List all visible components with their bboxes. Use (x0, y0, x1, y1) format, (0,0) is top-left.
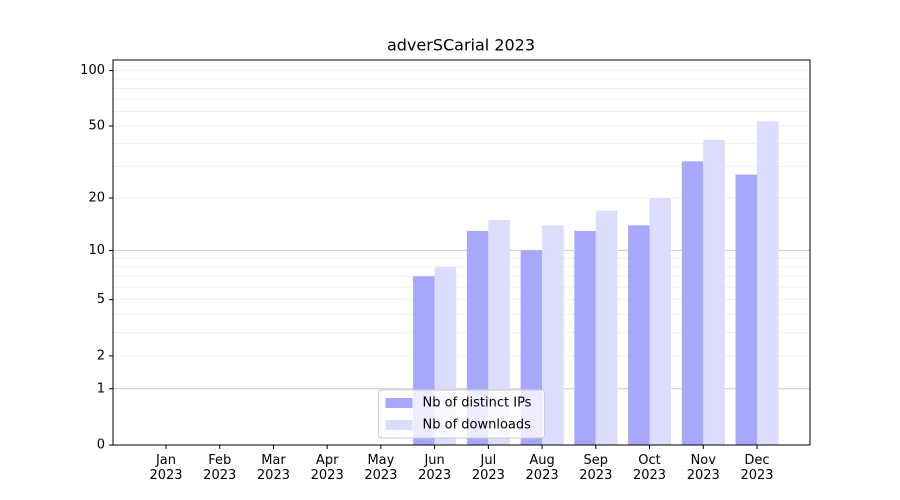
bar (681, 161, 704, 445)
x-tick-label: Jan 2023 (149, 453, 183, 483)
grid (113, 70, 810, 390)
bar (703, 139, 725, 446)
y-tick-label: 0 (97, 438, 105, 453)
x-tick-label: Nov 2023 (686, 453, 720, 483)
y-tick-label: 10 (88, 243, 105, 258)
bar (488, 220, 510, 445)
x-tick-label: Aug 2023 (525, 453, 559, 483)
bar (595, 210, 618, 445)
plot-frame (112, 59, 811, 446)
bar (735, 174, 757, 445)
x-tick-label: Oct 2023 (632, 453, 667, 483)
bar (542, 225, 564, 445)
chart-title: adverSCarial 2023 (387, 36, 535, 55)
legend: Nb of distinct IPs Nb of downloads (378, 389, 545, 439)
x-tick-label: Sep 2023 (579, 453, 613, 483)
y-tick-label: 1 (97, 381, 105, 396)
y-tick-label: 20 (88, 190, 105, 205)
x-tick-label: Apr 2023 (310, 453, 344, 483)
x-tick-label: Feb 2023 (203, 453, 237, 483)
y-tick-label: 100 (80, 63, 105, 78)
legend-label: Nb of distinct IPs (423, 396, 532, 411)
y-tick-label: 2 (97, 348, 105, 363)
bar (628, 225, 650, 445)
y-tick-label: 5 (97, 292, 105, 307)
legend-box (378, 389, 545, 439)
x-tick-label: Jun 2023 (418, 453, 452, 483)
y-tick-label: 50 (88, 118, 105, 133)
bar (574, 230, 596, 445)
x-tick-label: Jul 2023 (471, 453, 505, 483)
x-tick-label: Mar 2023 (256, 453, 290, 483)
x-tick-label: May 2023 (364, 453, 398, 483)
x-tick-label: Dec 2023 (740, 453, 774, 483)
legend-swatch (385, 420, 413, 430)
bar (757, 121, 779, 445)
legend-swatch (385, 398, 413, 408)
bar (649, 197, 672, 445)
legend-label: Nb of downloads (423, 418, 532, 433)
